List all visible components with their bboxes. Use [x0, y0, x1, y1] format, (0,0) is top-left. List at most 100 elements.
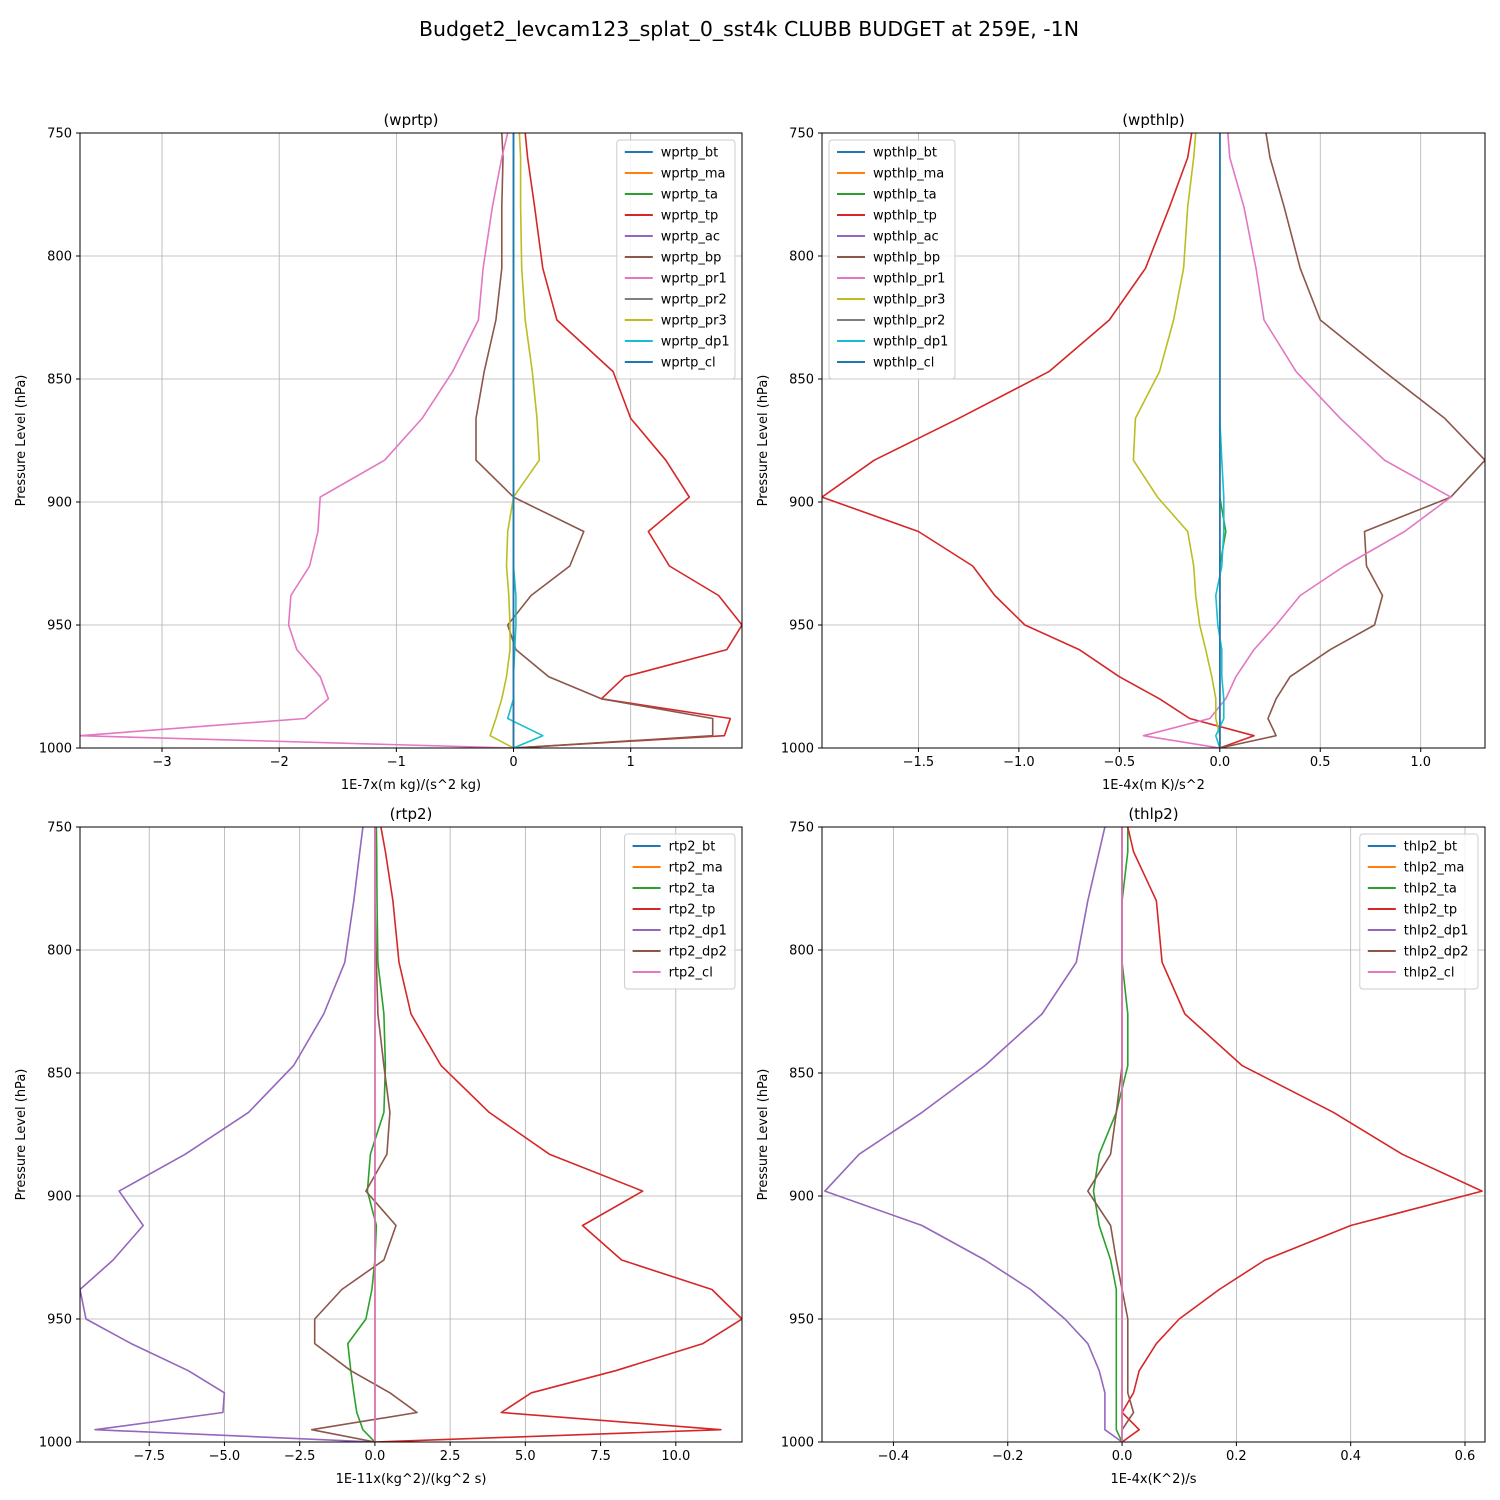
x-tick-label: 1.0	[1410, 755, 1431, 770]
legend: wprtp_bt wprtp_ma wprtp_ta wprtp_tp wprtp_ac…	[616, 139, 736, 380]
legend-label: wpthlp_bp	[873, 251, 940, 266]
y-axis-label: Pressure Level (hPa)	[14, 375, 29, 507]
series-line-wpthlp_tp	[822, 133, 1255, 748]
x-tick-label: 0.0	[1112, 1449, 1133, 1464]
legend-label: wprtp_bp	[661, 251, 722, 266]
chart-panel-wprtp: −3 −2 −1 0 1 750 800 850 900 950 1000 (wprtp) 1E-7x(…	[14, 111, 743, 793]
chart-panel-rtp2: −7.5 −5.0 −2.5 0.0 2.5 5.0 7.5 10.0 750 800 850 900…	[14, 805, 743, 1487]
x-tick-label: 0.6	[1455, 1449, 1476, 1464]
axes-frame	[79, 826, 743, 1443]
y-tick-label: 950	[789, 619, 814, 634]
legend-label: rtp2_cl	[669, 966, 713, 981]
x-tick-label: 0.4	[1340, 1449, 1361, 1464]
legend-label: rtp2_dp1	[669, 924, 727, 939]
legend: thlp2_bt thlp2_ma thlp2_ta thlp2_tp thlp2_dp…	[1359, 833, 1479, 990]
y-tick-label: 1000	[781, 1436, 814, 1451]
x-tick-label: 1	[627, 755, 635, 770]
legend-label: wprtp_bt	[661, 146, 718, 161]
x-tick-label: −1.0	[1003, 755, 1035, 770]
x-tick-label: 0	[509, 755, 517, 770]
x-tick-label: 0.2	[1226, 1449, 1247, 1464]
x-axis-label: 1E-4x(K^2)/s	[1110, 1472, 1196, 1487]
panel-title: (wprtp)	[383, 111, 438, 129]
figure-title: Budget2_levcam123_splat_0_sst4k CLUBB BU…	[419, 17, 1079, 42]
legend-label: wprtp_dp1	[661, 335, 730, 350]
y-tick-label: 750	[47, 127, 72, 142]
axes-frame	[79, 132, 743, 749]
x-axis-label: 1E-7x(m kg)/(s^2 kg)	[341, 778, 481, 793]
y-tick-label: 850	[47, 373, 72, 388]
series-lines	[824, 827, 1483, 1442]
axes-frame	[821, 132, 1486, 749]
legend-label: wpthlp_dp1	[873, 335, 948, 350]
legend-label: wprtp_pr1	[661, 272, 727, 287]
x-tick-label: 5.0	[515, 1449, 536, 1464]
legend-label: rtp2_bt	[669, 840, 716, 855]
legend: rtp2_bt rtp2_ma rtp2_ta rtp2_tp rtp2_dp1 rtp2…	[624, 833, 736, 990]
panel-title: (thlp2)	[1128, 805, 1178, 823]
legend-label: rtp2_ta	[669, 882, 716, 897]
axes-frame	[821, 826, 1486, 1443]
y-tick-label: 850	[789, 1067, 814, 1082]
legend-label: wpthlp_ac	[873, 230, 939, 245]
y-tick-label: 950	[47, 619, 72, 634]
x-tick-label: 0.5	[1310, 755, 1331, 770]
x-tick-label: −1.5	[903, 755, 935, 770]
series-line-wpthlp_bp	[1219, 133, 1485, 748]
legend-label: wpthlp_pr2	[873, 314, 945, 329]
legend-label: wprtp_ma	[661, 167, 726, 182]
series-lines	[80, 827, 742, 1442]
legend-label: wpthlp_cl	[873, 356, 934, 371]
x-axis-label: 1E-11x(kg^2)/(kg^2 s)	[336, 1472, 487, 1487]
legend-label: thlp2_ta	[1404, 882, 1457, 897]
x-tick-label: −0.5	[1104, 755, 1136, 770]
legend-label: wprtp_tp	[661, 209, 718, 224]
legend-label: wprtp_pr3	[661, 314, 727, 329]
legend-label: thlp2_tp	[1404, 903, 1457, 918]
x-tick-label: 10.0	[661, 1449, 690, 1464]
y-tick-label: 750	[789, 821, 814, 836]
legend-label: wpthlp_pr3	[873, 293, 945, 308]
y-tick-label: 800	[789, 250, 814, 265]
series-line-wpthlp_pr1	[1142, 133, 1452, 748]
legend-label: wpthlp_ta	[873, 188, 937, 203]
series-line-rtp2_tp	[374, 827, 742, 1442]
legend: wpthlp_bt wpthlp_ma wpthlp_ta wpthlp_tpwpth…	[828, 139, 956, 380]
x-tick-label: −2	[270, 755, 289, 770]
x-tick-label: −0.2	[992, 1449, 1024, 1464]
series-line-rtp2_dp1	[80, 827, 375, 1442]
legend-label: thlp2_dp2	[1404, 945, 1469, 960]
y-tick-label: 800	[47, 944, 72, 959]
y-axis-label: Pressure Level (hPa)	[756, 375, 771, 507]
legend-label: rtp2_ma	[669, 861, 723, 876]
y-tick-label: 750	[789, 127, 814, 142]
legend-label: thlp2_ma	[1404, 861, 1465, 876]
chart-panel-wpthlp: −1.5 −1.0 −0.5 0.0 0.5 1.0 750 800 850 900 950 1000…	[756, 111, 1486, 793]
y-tick-label: 900	[789, 1190, 814, 1205]
y-tick-label: 800	[47, 250, 72, 265]
panels: −3 −2 −1 0 1 750 800 850 900 950 1000 (wprtp) 1E-7x(…	[14, 111, 1486, 1487]
y-tick-label: 900	[789, 496, 814, 511]
series-line-thlp2_tp	[1121, 827, 1483, 1442]
legend-label: wprtp_pr2	[661, 293, 727, 308]
legend-label: thlp2_cl	[1404, 966, 1455, 981]
legend-label: rtp2_tp	[669, 903, 716, 918]
panel-title: (rtp2)	[390, 805, 433, 823]
legend-label: wprtp_ac	[661, 230, 720, 245]
legend-label: wpthlp_pr1	[873, 272, 945, 287]
x-tick-label: −5.0	[209, 1449, 241, 1464]
y-tick-label: 1000	[39, 1436, 72, 1451]
y-tick-label: 1000	[39, 742, 72, 757]
y-tick-label: 950	[789, 1313, 814, 1328]
y-tick-label: 1000	[781, 742, 814, 757]
legend-label: thlp2_bt	[1404, 840, 1457, 855]
x-tick-label: −1	[387, 755, 406, 770]
x-tick-label: −7.5	[133, 1449, 165, 1464]
y-axis-label: Pressure Level (hPa)	[14, 1069, 29, 1201]
legend-label: thlp2_dp1	[1404, 924, 1469, 939]
y-tick-label: 750	[47, 821, 72, 836]
series-lines	[822, 133, 1485, 748]
y-axis-label: Pressure Level (hPa)	[756, 1069, 771, 1201]
